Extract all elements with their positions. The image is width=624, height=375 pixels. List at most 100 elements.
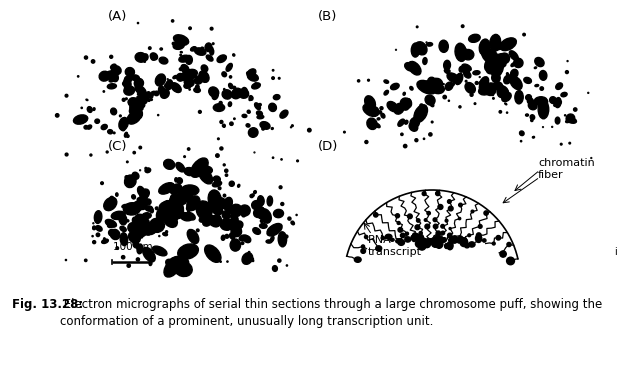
Ellipse shape: [212, 214, 222, 226]
Ellipse shape: [291, 125, 293, 127]
Ellipse shape: [140, 189, 149, 199]
Ellipse shape: [238, 89, 248, 98]
Ellipse shape: [213, 104, 225, 111]
Ellipse shape: [223, 194, 226, 197]
Ellipse shape: [426, 42, 427, 43]
Ellipse shape: [125, 68, 134, 76]
Ellipse shape: [137, 244, 143, 254]
Ellipse shape: [485, 58, 497, 72]
Ellipse shape: [552, 126, 553, 128]
Ellipse shape: [179, 68, 182, 70]
Ellipse shape: [145, 199, 151, 205]
Ellipse shape: [110, 56, 113, 58]
Ellipse shape: [247, 110, 250, 113]
Ellipse shape: [361, 249, 366, 254]
Ellipse shape: [122, 98, 125, 101]
Ellipse shape: [81, 107, 82, 108]
Ellipse shape: [462, 48, 466, 52]
Ellipse shape: [212, 43, 214, 45]
Ellipse shape: [525, 114, 529, 116]
Ellipse shape: [479, 83, 496, 95]
Ellipse shape: [248, 128, 258, 137]
Ellipse shape: [173, 42, 185, 50]
Ellipse shape: [222, 211, 230, 219]
Ellipse shape: [444, 69, 449, 74]
Ellipse shape: [252, 260, 254, 261]
Ellipse shape: [127, 111, 142, 124]
Ellipse shape: [421, 48, 423, 50]
Ellipse shape: [242, 213, 245, 217]
Ellipse shape: [449, 237, 454, 243]
Ellipse shape: [155, 226, 158, 230]
Ellipse shape: [448, 100, 449, 101]
Ellipse shape: [249, 96, 253, 100]
Ellipse shape: [228, 202, 230, 204]
Ellipse shape: [207, 215, 220, 227]
Ellipse shape: [241, 242, 244, 244]
Ellipse shape: [459, 66, 464, 72]
Ellipse shape: [168, 210, 175, 218]
Ellipse shape: [437, 238, 442, 242]
Ellipse shape: [230, 76, 232, 78]
Ellipse shape: [119, 115, 121, 117]
Ellipse shape: [513, 82, 516, 85]
Ellipse shape: [222, 235, 225, 240]
Ellipse shape: [205, 220, 209, 223]
Ellipse shape: [195, 85, 199, 90]
Ellipse shape: [104, 238, 105, 239]
Ellipse shape: [155, 74, 165, 86]
Ellipse shape: [231, 214, 236, 219]
Ellipse shape: [148, 225, 156, 234]
Ellipse shape: [135, 227, 147, 237]
Ellipse shape: [195, 48, 206, 55]
Ellipse shape: [429, 133, 432, 136]
Ellipse shape: [268, 227, 276, 236]
Ellipse shape: [137, 102, 141, 106]
Ellipse shape: [457, 240, 461, 243]
Ellipse shape: [233, 86, 236, 89]
Ellipse shape: [532, 137, 534, 138]
Ellipse shape: [567, 117, 577, 123]
Ellipse shape: [273, 94, 280, 100]
Ellipse shape: [218, 187, 221, 190]
Ellipse shape: [158, 183, 174, 194]
Ellipse shape: [127, 220, 129, 222]
Ellipse shape: [292, 222, 295, 225]
Ellipse shape: [114, 132, 115, 134]
Ellipse shape: [497, 86, 505, 98]
Ellipse shape: [475, 235, 482, 243]
Ellipse shape: [494, 60, 506, 68]
Ellipse shape: [115, 193, 118, 196]
Ellipse shape: [447, 70, 450, 72]
Ellipse shape: [497, 62, 502, 67]
Ellipse shape: [125, 176, 129, 179]
Ellipse shape: [105, 219, 117, 227]
Ellipse shape: [180, 51, 182, 53]
Ellipse shape: [509, 51, 519, 60]
Ellipse shape: [123, 82, 127, 86]
Ellipse shape: [94, 211, 102, 224]
Ellipse shape: [416, 26, 418, 28]
Ellipse shape: [140, 227, 152, 235]
Ellipse shape: [143, 91, 145, 93]
Ellipse shape: [447, 233, 452, 238]
Ellipse shape: [412, 235, 417, 242]
Ellipse shape: [441, 225, 444, 228]
Text: (A): (A): [108, 10, 127, 23]
Ellipse shape: [228, 217, 238, 230]
Ellipse shape: [93, 226, 95, 229]
Ellipse shape: [84, 56, 87, 59]
Ellipse shape: [420, 243, 424, 248]
Ellipse shape: [469, 34, 480, 42]
Ellipse shape: [462, 50, 474, 60]
Ellipse shape: [207, 55, 213, 61]
Ellipse shape: [396, 214, 399, 218]
Ellipse shape: [152, 223, 160, 232]
Ellipse shape: [250, 258, 253, 261]
Ellipse shape: [84, 259, 87, 262]
Ellipse shape: [205, 43, 212, 52]
Ellipse shape: [566, 114, 575, 122]
Ellipse shape: [231, 226, 241, 237]
Ellipse shape: [436, 231, 441, 236]
Text: Electron micrographs of serial thin sections through a large chromosome puff, sh: Electron micrographs of serial thin sect…: [60, 298, 602, 328]
